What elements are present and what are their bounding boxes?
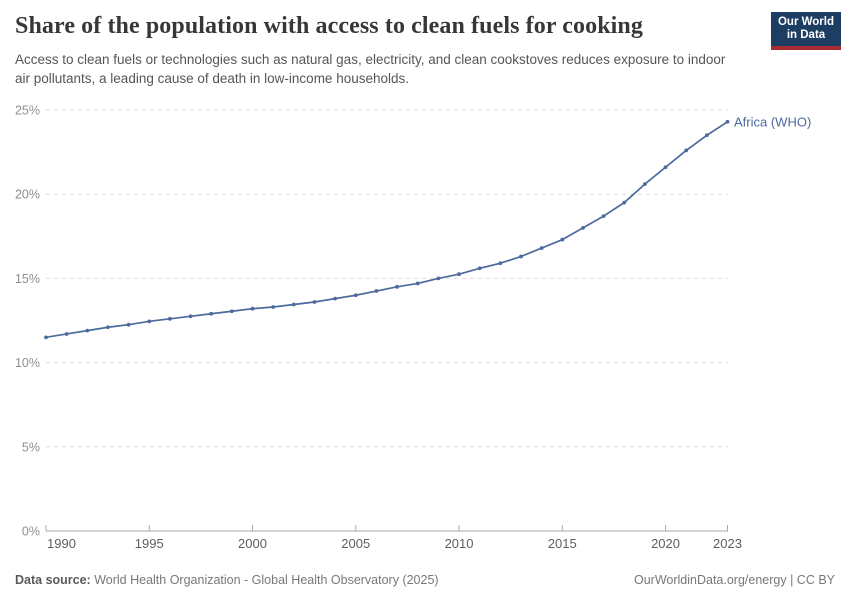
data-point[interactable] <box>684 148 689 153</box>
data-point[interactable] <box>395 284 399 289</box>
data-point[interactable] <box>601 214 606 218</box>
owid-logo[interactable]: Our World in Data <box>771 12 841 50</box>
data-point[interactable] <box>622 200 627 205</box>
data-point[interactable] <box>725 119 730 124</box>
x-tick-label: 2005 <box>341 536 370 551</box>
owid-logo-line2: in Data <box>786 29 826 41</box>
series-end-label[interactable]: Africa (WHO) <box>734 114 811 129</box>
x-tick-label: 1990 <box>47 536 76 551</box>
data-point[interactable] <box>642 182 647 186</box>
data-point[interactable] <box>581 225 585 230</box>
y-tick-label: 25% <box>15 104 40 118</box>
chart-footer: Data source: World Health Organization -… <box>15 573 835 587</box>
data-source-text: World Health Organization - Global Healt… <box>90 573 439 587</box>
data-point[interactable] <box>126 322 131 327</box>
owid-logo-line1: Our World <box>777 15 834 28</box>
x-tick-label: 2015 <box>548 536 577 551</box>
data-point[interactable] <box>374 289 379 293</box>
x-tick-label: 2010 <box>445 536 474 551</box>
x-tick-label: 2000 <box>238 536 267 551</box>
x-tick-label: 1995 <box>135 536 164 551</box>
data-point[interactable] <box>353 293 358 298</box>
y-tick-label: 5% <box>22 440 40 454</box>
africa-line[interactable] <box>45 120 729 339</box>
data-point[interactable] <box>168 316 172 321</box>
data-point[interactable] <box>498 261 503 266</box>
data-point[interactable] <box>291 302 296 307</box>
data-point[interactable] <box>663 165 668 170</box>
data-point[interactable] <box>539 246 544 250</box>
data-point[interactable] <box>64 332 69 336</box>
line-chart[interactable]: 0% 5% 10% 15% 20% 25% 1990 1995 2000 2005 2010 2015… <box>0 95 850 565</box>
data-point[interactable] <box>519 254 523 259</box>
data-point[interactable] <box>312 300 317 304</box>
data-point[interactable] <box>477 266 482 271</box>
data-point[interactable] <box>436 276 441 281</box>
x-tick-label: 2023 <box>713 536 742 551</box>
data-point[interactable] <box>271 305 276 309</box>
y-tick-label: 0% <box>22 525 40 539</box>
data-point[interactable] <box>106 325 110 330</box>
y-tick-label: 20% <box>15 188 40 202</box>
data-point[interactable] <box>188 314 193 319</box>
data-point[interactable] <box>229 309 234 314</box>
data-point[interactable] <box>457 272 461 277</box>
data-point[interactable] <box>209 311 214 316</box>
data-point[interactable] <box>250 306 255 311</box>
y-tick-label: 15% <box>15 272 40 286</box>
x-tick-label: 2020 <box>651 536 680 551</box>
data-point[interactable] <box>415 281 420 286</box>
y-tick-label: 10% <box>15 356 40 370</box>
data-point[interactable] <box>147 319 152 324</box>
data-point[interactable] <box>85 328 90 333</box>
license-link[interactable]: OurWorldinData.org/energy | CC BY <box>633 573 835 587</box>
data-point[interactable] <box>333 296 338 301</box>
data-point[interactable] <box>44 335 48 340</box>
data-point[interactable] <box>560 237 565 242</box>
page-title: Share of the population with access to c… <box>15 13 643 39</box>
data-source-note: Data source: World Health Organization -… <box>15 573 439 587</box>
chart-subtitle: Access to clean fuels or technologies su… <box>15 52 726 86</box>
data-source-label: Data source: <box>15 573 91 587</box>
data-point[interactable] <box>704 133 709 138</box>
